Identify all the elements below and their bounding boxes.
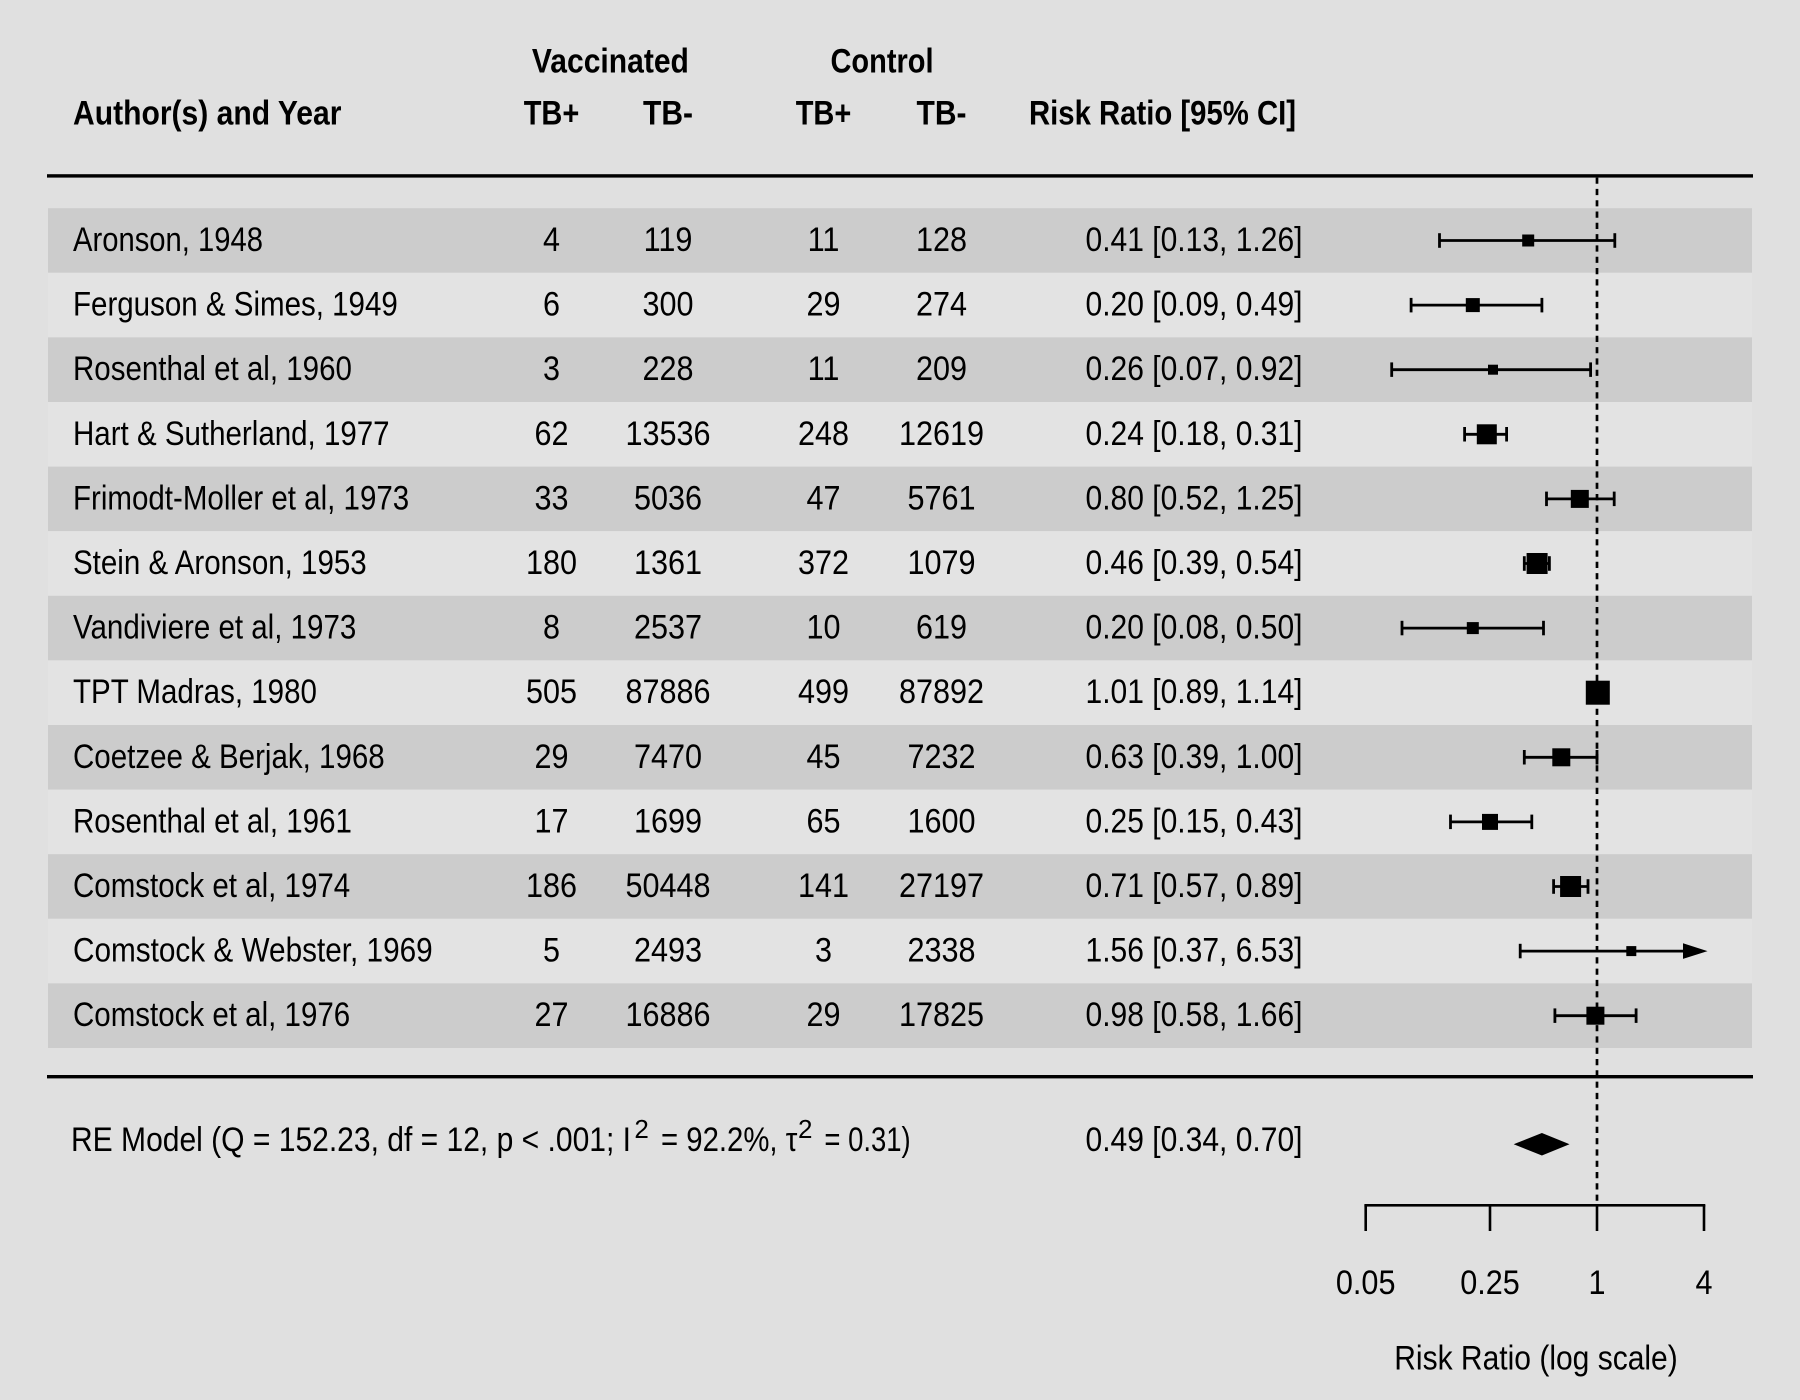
svg-text:1079: 1079 xyxy=(907,544,975,582)
svg-text:Risk Ratio (log scale): Risk Ratio (log scale) xyxy=(1394,1340,1678,1378)
svg-text:29: 29 xyxy=(807,996,841,1034)
svg-text:16886: 16886 xyxy=(625,996,710,1034)
svg-text:29: 29 xyxy=(535,738,569,776)
svg-text:1699: 1699 xyxy=(634,802,702,840)
svg-text:5761: 5761 xyxy=(907,479,975,517)
svg-text:1.56 [0.37, 6.53]: 1.56 [0.37, 6.53] xyxy=(1086,932,1303,970)
svg-text:Stein & Aronson, 1953: Stein & Aronson, 1953 xyxy=(73,544,367,582)
svg-text:0.25: 0.25 xyxy=(1460,1264,1520,1302)
svg-text:29: 29 xyxy=(807,286,841,324)
svg-text:TPT Madras, 1980: TPT Madras, 1980 xyxy=(73,673,317,711)
svg-text:Risk Ratio [95% CI]: Risk Ratio [95% CI] xyxy=(1029,95,1296,133)
svg-text:Hart & Sutherland, 1977: Hart & Sutherland, 1977 xyxy=(73,415,390,453)
svg-text:119: 119 xyxy=(644,221,693,259)
svg-text:0.20 [0.09, 0.49]: 0.20 [0.09, 0.49] xyxy=(1086,286,1303,324)
svg-text:Author(s) and Year: Author(s) and Year xyxy=(73,95,341,133)
svg-text:2: 2 xyxy=(798,1114,812,1144)
svg-text:4: 4 xyxy=(1696,1264,1713,1302)
svg-text:10: 10 xyxy=(807,609,841,647)
svg-text:8: 8 xyxy=(543,609,560,647)
svg-text:499: 499 xyxy=(798,673,849,711)
svg-text:Comstock & Webster, 1969: Comstock & Webster, 1969 xyxy=(73,932,433,970)
svg-text:0.26 [0.07, 0.92]: 0.26 [0.07, 0.92] xyxy=(1086,350,1303,388)
svg-text:209: 209 xyxy=(916,350,967,388)
svg-text:7470: 7470 xyxy=(634,738,702,776)
svg-text:0.25 [0.15, 0.43]: 0.25 [0.15, 0.43] xyxy=(1086,802,1303,840)
svg-text:27197: 27197 xyxy=(899,867,984,905)
svg-text:27: 27 xyxy=(535,996,569,1034)
svg-text:0.24 [0.18, 0.31]: 0.24 [0.18, 0.31] xyxy=(1086,415,1303,453)
svg-text:Vandiviere et al, 1973: Vandiviere et al, 1973 xyxy=(73,609,356,647)
svg-text:2493: 2493 xyxy=(634,932,702,970)
svg-text:= 0.31): = 0.31) xyxy=(824,1121,910,1159)
svg-text:Aronson, 1948: Aronson, 1948 xyxy=(73,221,263,259)
svg-text:87892: 87892 xyxy=(899,673,984,711)
svg-text:2338: 2338 xyxy=(907,932,975,970)
svg-text:= 92.2%, τ: = 92.2%, τ xyxy=(661,1121,798,1159)
svg-text:248: 248 xyxy=(798,415,849,453)
svg-text:11: 11 xyxy=(808,221,840,259)
svg-text:5: 5 xyxy=(543,932,560,970)
svg-text:Rosenthal et al, 1960: Rosenthal et al, 1960 xyxy=(73,350,352,388)
svg-text:1: 1 xyxy=(1589,1264,1606,1302)
svg-text:TB-: TB- xyxy=(643,95,693,133)
svg-text:45: 45 xyxy=(807,738,841,776)
svg-text:0.63 [0.39, 1.00]: 0.63 [0.39, 1.00] xyxy=(1086,738,1303,776)
svg-text:2: 2 xyxy=(634,1114,648,1144)
svg-text:Comstock et al, 1974: Comstock et al, 1974 xyxy=(73,867,350,905)
svg-text:RE Model (Q = 152.23, df = 12,: RE Model (Q = 152.23, df = 12, p < .001;… xyxy=(71,1121,631,1159)
svg-text:0.05: 0.05 xyxy=(1336,1264,1396,1302)
svg-text:6: 6 xyxy=(543,286,560,324)
svg-text:0.80 [0.52, 1.25]: 0.80 [0.52, 1.25] xyxy=(1086,479,1303,517)
svg-text:TB+: TB+ xyxy=(796,95,852,133)
svg-text:186: 186 xyxy=(526,867,577,905)
svg-text:0.49 [0.34, 0.70]: 0.49 [0.34, 0.70] xyxy=(1086,1121,1303,1159)
svg-text:Rosenthal et al, 1961: Rosenthal et al, 1961 xyxy=(73,802,352,840)
svg-text:Vaccinated: Vaccinated xyxy=(532,43,689,81)
svg-text:47: 47 xyxy=(807,479,841,517)
svg-text:0.46 [0.39, 0.54]: 0.46 [0.39, 0.54] xyxy=(1086,544,1303,582)
svg-text:Frimodt-Moller et al, 1973: Frimodt-Moller et al, 1973 xyxy=(73,479,409,517)
svg-text:Coetzee & Berjak, 1968: Coetzee & Berjak, 1968 xyxy=(73,738,385,776)
svg-text:65: 65 xyxy=(807,802,841,840)
svg-text:5036: 5036 xyxy=(634,479,702,517)
svg-text:180: 180 xyxy=(526,544,577,582)
svg-text:2537: 2537 xyxy=(634,609,702,647)
svg-text:0.41 [0.13, 1.26]: 0.41 [0.13, 1.26] xyxy=(1086,221,1303,259)
svg-text:17: 17 xyxy=(535,802,569,840)
svg-text:1361: 1361 xyxy=(634,544,702,582)
svg-text:372: 372 xyxy=(798,544,849,582)
svg-text:228: 228 xyxy=(643,350,694,388)
svg-text:4: 4 xyxy=(543,221,560,259)
svg-text:11: 11 xyxy=(808,350,840,388)
svg-text:17825: 17825 xyxy=(899,996,984,1034)
svg-text:619: 619 xyxy=(916,609,967,647)
svg-text:141: 141 xyxy=(798,867,849,905)
svg-text:33: 33 xyxy=(535,479,569,517)
svg-text:62: 62 xyxy=(535,415,569,453)
svg-text:0.98 [0.58, 1.66]: 0.98 [0.58, 1.66] xyxy=(1086,996,1303,1034)
svg-text:Ferguson & Simes, 1949: Ferguson & Simes, 1949 xyxy=(73,286,398,324)
svg-text:TB+: TB+ xyxy=(524,95,580,133)
svg-text:0.71 [0.57, 0.89]: 0.71 [0.57, 0.89] xyxy=(1086,867,1303,905)
svg-text:1.01 [0.89, 1.14]: 1.01 [0.89, 1.14] xyxy=(1086,673,1303,711)
svg-text:505: 505 xyxy=(526,673,577,711)
svg-text:300: 300 xyxy=(643,286,694,324)
svg-text:Control: Control xyxy=(831,43,934,81)
svg-text:128: 128 xyxy=(916,221,967,259)
svg-text:50448: 50448 xyxy=(625,867,710,905)
svg-text:87886: 87886 xyxy=(625,673,710,711)
svg-text:12619: 12619 xyxy=(899,415,984,453)
svg-text:3: 3 xyxy=(543,350,560,388)
svg-text:0.20 [0.08, 0.50]: 0.20 [0.08, 0.50] xyxy=(1086,609,1303,647)
svg-text:TB-: TB- xyxy=(917,95,967,133)
svg-text:13536: 13536 xyxy=(625,415,710,453)
svg-text:1600: 1600 xyxy=(907,802,975,840)
svg-text:Comstock et al, 1976: Comstock et al, 1976 xyxy=(73,996,350,1034)
svg-text:3: 3 xyxy=(815,932,832,970)
svg-text:274: 274 xyxy=(916,286,967,324)
svg-text:7232: 7232 xyxy=(907,738,975,776)
